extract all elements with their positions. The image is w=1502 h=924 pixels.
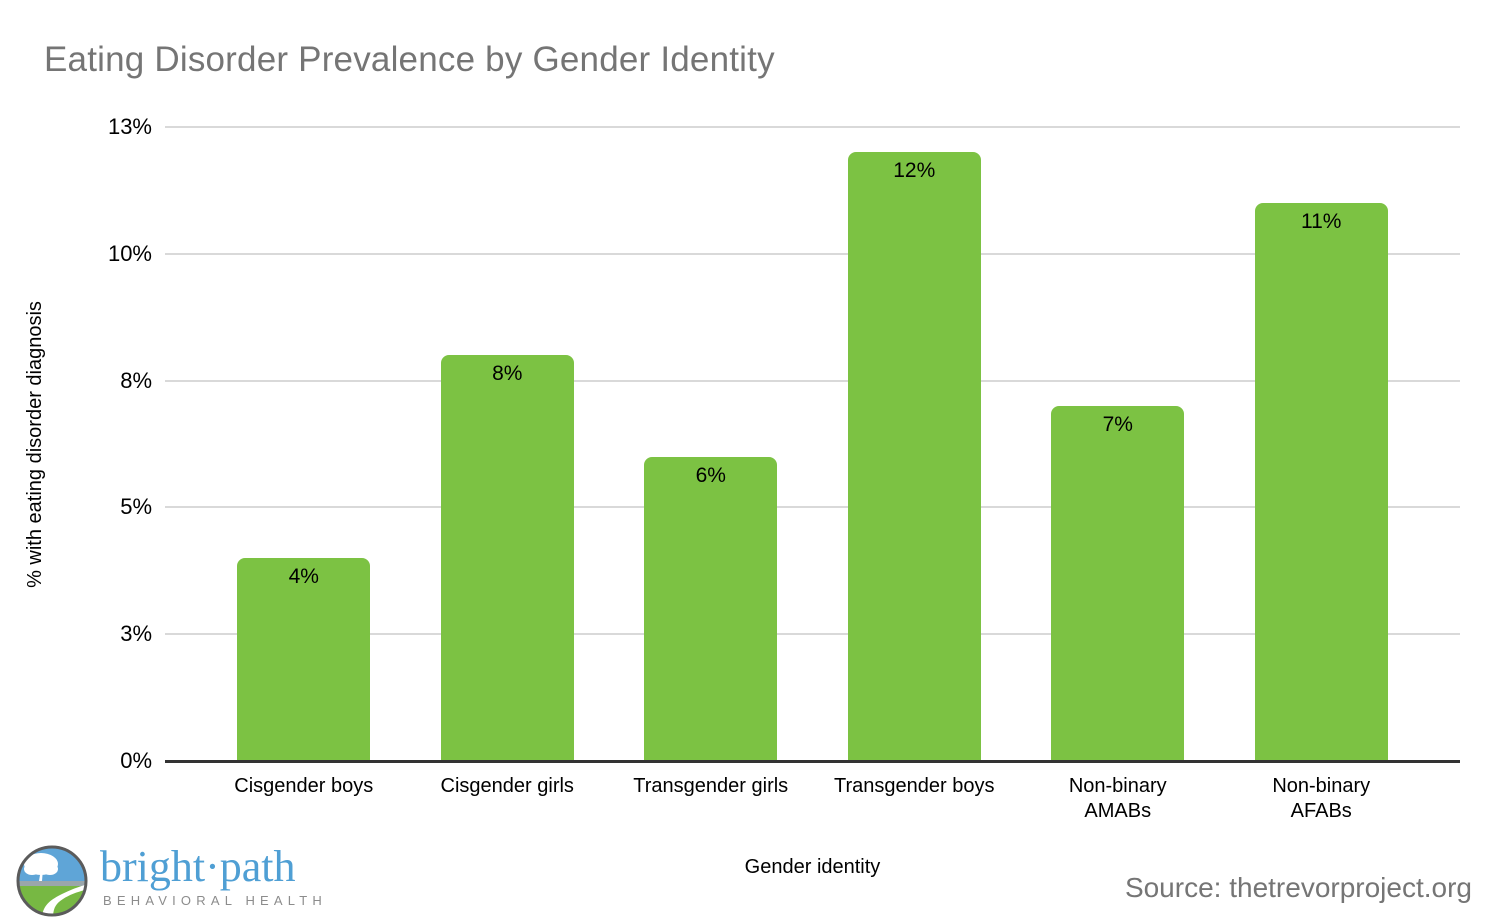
brand-logo: bright·path BEHAVIORAL HEALTH xyxy=(14,843,327,919)
gridline xyxy=(165,379,1460,382)
y-tick-label: 0% xyxy=(120,748,152,773)
x-axis-title: Gender identity xyxy=(744,856,881,878)
y-tick-label: 8% xyxy=(120,367,152,393)
brand-tagline: BEHAVIORAL HEALTH xyxy=(103,893,327,908)
gridline xyxy=(165,252,1460,255)
y-axis-title-wrap: % with eating disorder diagnosis xyxy=(15,127,55,761)
x-axis-baseline xyxy=(165,760,1460,763)
y-tick-label: 5% xyxy=(120,494,152,520)
x-category-label: Non-binary AMABs xyxy=(1068,775,1167,822)
bar-value-label: 12% xyxy=(893,159,936,183)
y-tick-label: 13% xyxy=(107,114,152,139)
x-labels-row: Cisgender boys Cisgender girls Transgender… xyxy=(202,774,1423,824)
y-tick-label: 3% xyxy=(120,621,152,647)
logo-text: bright·path BEHAVIORAL HEALTH xyxy=(100,842,327,909)
bar-value-label: 8% xyxy=(492,362,523,386)
x-category-label: Cisgender boys xyxy=(234,775,374,797)
tree-icon xyxy=(24,853,58,881)
bar-slot: 8% xyxy=(406,127,610,761)
chart-title: Eating Disorder Prevalence by Gender Ide… xyxy=(44,40,775,79)
bar-slot: 11% xyxy=(1220,127,1424,761)
bar-slot: 6% xyxy=(609,127,813,761)
plot-area: % with eating disorder diagnosis 4% 8% 6% 1… xyxy=(24,115,1460,878)
bar: 12% xyxy=(847,152,981,761)
gridline xyxy=(165,633,1460,636)
bar: 6% xyxy=(644,456,778,761)
brand-name: bright·path xyxy=(100,842,296,891)
x-category-label: Transgender boys xyxy=(834,775,995,797)
bar-slot: 4% xyxy=(202,127,406,761)
gridline xyxy=(165,506,1460,509)
y-tick-label: 10% xyxy=(107,240,152,266)
bar-value-label: 6% xyxy=(695,463,726,487)
x-category-label: Non-binary AFABs xyxy=(1272,775,1371,822)
bar: 4% xyxy=(237,558,371,761)
bars-row: 4% 8% 6% 12% 7% 11% xyxy=(202,127,1423,761)
y-axis-title: % with eating disorder diagnosis xyxy=(23,300,46,588)
bar: 8% xyxy=(440,355,574,761)
brightpath-logo-icon xyxy=(16,845,88,917)
bar-slot: 12% xyxy=(813,127,1017,761)
path-swoosh xyxy=(42,885,85,915)
source-text: Source: thetrevorproject.org xyxy=(1124,872,1472,903)
bar-value-label: 4% xyxy=(288,565,319,589)
bar-slot: 7% xyxy=(1016,127,1220,761)
bar-value-label: 7% xyxy=(1102,412,1133,436)
x-category-label: Transgender girls xyxy=(633,775,789,797)
bar: 11% xyxy=(1254,203,1388,761)
bar: 7% xyxy=(1051,405,1185,761)
x-category-label: Cisgender girls xyxy=(440,775,574,797)
gridline xyxy=(165,126,1460,128)
bar-value-label: 11% xyxy=(1301,210,1342,234)
